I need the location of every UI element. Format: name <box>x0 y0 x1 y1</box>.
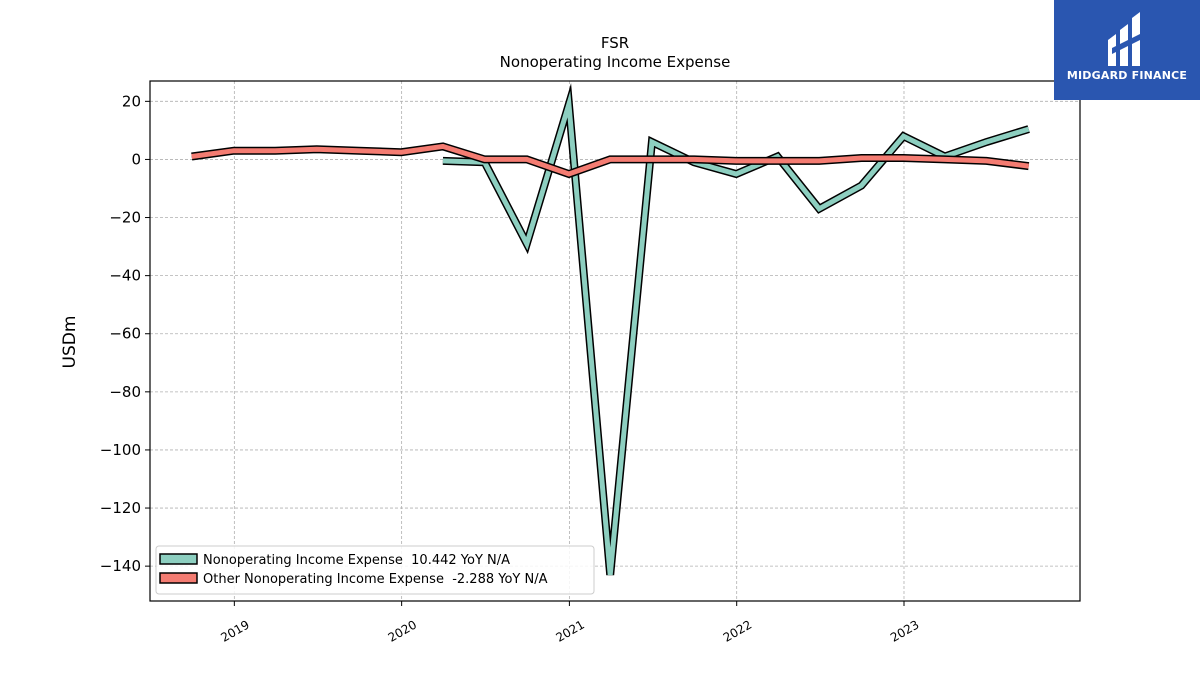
brand-logo: MIDGARD FINANCE <box>1054 0 1200 100</box>
brand-name: MIDGARD FINANCE <box>1066 69 1188 82</box>
legend-box <box>155 545 595 595</box>
logo-mark-icon <box>1108 12 1144 66</box>
legend-label: Other Nonoperating Income Expense -2.288… <box>203 572 548 587</box>
y-tick-label: 20 <box>122 92 141 110</box>
y-tick-label: −100 <box>100 441 141 459</box>
series-line <box>442 91 1030 576</box>
x-tick-label: 2019 <box>218 617 251 644</box>
y-tick-label: −120 <box>100 499 141 517</box>
y-tick-label: −80 <box>109 383 141 401</box>
legend-label: Nonoperating Income Expense 10.442 YoY N… <box>203 553 510 568</box>
chart-subtitle: Nonoperating Income Expense <box>500 53 731 71</box>
y-tick-label: −20 <box>109 209 141 227</box>
chart-title: FSR <box>601 34 629 52</box>
y-axis-label: USDm <box>60 316 80 369</box>
legend-swatch <box>159 553 198 565</box>
y-tick-label: −40 <box>109 267 141 285</box>
series-line <box>191 143 1030 177</box>
x-tick-label: 2020 <box>386 617 419 644</box>
plot-frame <box>149 80 1081 602</box>
y-tick-label: −60 <box>109 325 141 343</box>
legend-swatch <box>159 572 198 584</box>
y-tick-label: −140 <box>100 557 141 575</box>
x-tick-label: 2022 <box>721 617 754 644</box>
x-tick-label: 2021 <box>553 617 586 644</box>
x-tick-label: 2023 <box>888 617 921 644</box>
legend: Nonoperating Income Expense 10.442 YoY N… <box>155 545 595 595</box>
series-group <box>191 83 1030 576</box>
ticks: 20 0 −20 −40 −60 −80 −100 −120 −140 2019 2020 2021 2… <box>100 92 922 645</box>
y-tick-label: 0 <box>131 150 141 168</box>
